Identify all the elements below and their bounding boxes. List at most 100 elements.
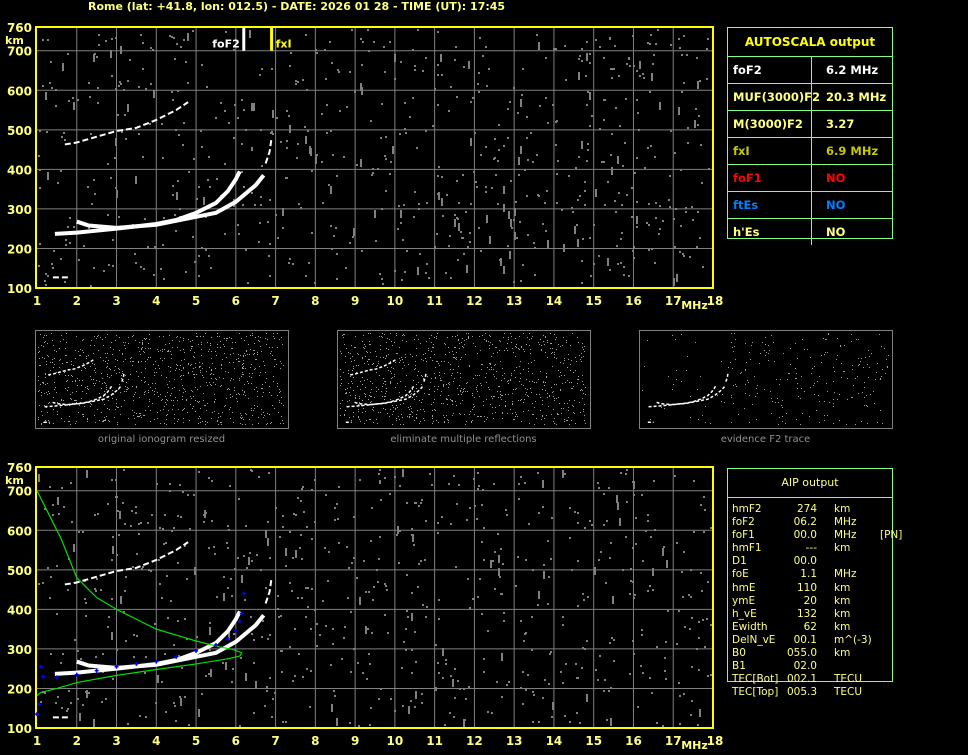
noise-dot (59, 360, 60, 361)
noise-dot (164, 653, 166, 655)
noise-dot (258, 417, 259, 418)
noise-dot (752, 404, 753, 405)
noise-dot (183, 349, 184, 350)
noise-dot (106, 367, 107, 368)
noise-dot (745, 369, 746, 370)
noise-dot (651, 248, 653, 250)
autoscala-row: h'Es NO (728, 219, 892, 245)
noise-dot (480, 250, 482, 252)
noise-dot (233, 137, 235, 139)
noise-dot (316, 623, 318, 625)
noise-dot (478, 416, 479, 417)
noise-dot (485, 377, 486, 378)
noise-dot (824, 401, 825, 402)
noise-dot (405, 386, 406, 387)
noise-dot (50, 61, 52, 63)
noise-dot (656, 722, 658, 724)
noise-dot (229, 485, 231, 487)
noise-dot (697, 211, 699, 213)
noise-dot (120, 414, 121, 415)
noise-dot (562, 682, 564, 684)
noise-dot (206, 86, 208, 88)
noise-dot (388, 354, 389, 355)
noise-dot (657, 29, 659, 31)
noise-dot (560, 389, 561, 390)
noise-dot (458, 366, 459, 367)
noise-dot (558, 397, 559, 398)
noise-dot (314, 521, 316, 523)
noise-dot (683, 82, 685, 84)
noise-dot (83, 245, 85, 247)
noise-dot (515, 585, 517, 587)
noise-dot (227, 389, 228, 390)
noise-dot (454, 357, 455, 358)
noise-dot (368, 653, 370, 655)
noise-dot (584, 351, 585, 352)
noise-dot (369, 341, 370, 342)
noise-dot (697, 724, 699, 726)
noise-dot (437, 662, 439, 664)
noise-dot (589, 520, 591, 522)
noise-dot (472, 393, 473, 394)
x-tick-label: 7 (271, 734, 279, 748)
noise-dot (668, 199, 670, 201)
noise-dot (445, 663, 447, 665)
noise-dot (316, 154, 318, 156)
noise-dot (65, 371, 66, 372)
noise-dot (399, 358, 400, 359)
noise-dot (124, 345, 125, 346)
noise-dot (175, 370, 176, 371)
noise-dot (454, 668, 456, 670)
noise-dot (827, 415, 828, 416)
noise-dot (453, 357, 454, 358)
noise-dot (241, 338, 242, 339)
noise-dot (432, 410, 433, 411)
noise-dot (765, 337, 766, 338)
noise-dot (104, 391, 105, 392)
noise-dot (46, 407, 47, 408)
noise-dot (155, 383, 156, 384)
noise-dot (520, 400, 521, 401)
noise-dot (474, 132, 476, 134)
noise-dot (683, 551, 685, 553)
noise-dot (380, 688, 382, 690)
noise-dot (515, 377, 516, 378)
noise-dot (178, 419, 179, 420)
noise-dot (350, 376, 351, 377)
noise-dot (82, 350, 83, 351)
noise-dot (241, 171, 243, 173)
noise-dot (485, 191, 487, 193)
noise-dot (542, 400, 543, 401)
noise-dot (768, 345, 769, 346)
noise-dot (40, 365, 41, 366)
noise-dot (233, 379, 234, 380)
noise-dot (403, 362, 404, 363)
noise-dot (60, 258, 62, 260)
noise-dot (489, 369, 490, 370)
noise-dot (438, 618, 440, 620)
noise-dot (381, 278, 383, 280)
noise-dot (387, 367, 388, 368)
noise-dot (595, 189, 597, 197)
noise-dot (180, 698, 182, 706)
noise-dot (412, 416, 413, 417)
noise-dot (215, 399, 216, 400)
noise-dot (165, 402, 166, 403)
noise-dot (686, 54, 688, 56)
noise-dot (211, 358, 212, 359)
noise-dot (608, 487, 610, 489)
noise-dot (116, 649, 118, 651)
noise-dot (57, 402, 58, 403)
noise-dot (429, 473, 431, 475)
noise-dot (67, 226, 69, 228)
noise-dot (663, 546, 665, 548)
noise-dot (43, 337, 44, 338)
noise-dot (112, 239, 114, 241)
noise-dot (405, 132, 407, 134)
noise-dot (344, 626, 346, 628)
param-value: 3.27 (826, 117, 855, 131)
noise-dot (111, 342, 112, 343)
noise-dot (586, 53, 588, 61)
noise-dot (311, 489, 313, 491)
noise-dot (578, 379, 579, 380)
